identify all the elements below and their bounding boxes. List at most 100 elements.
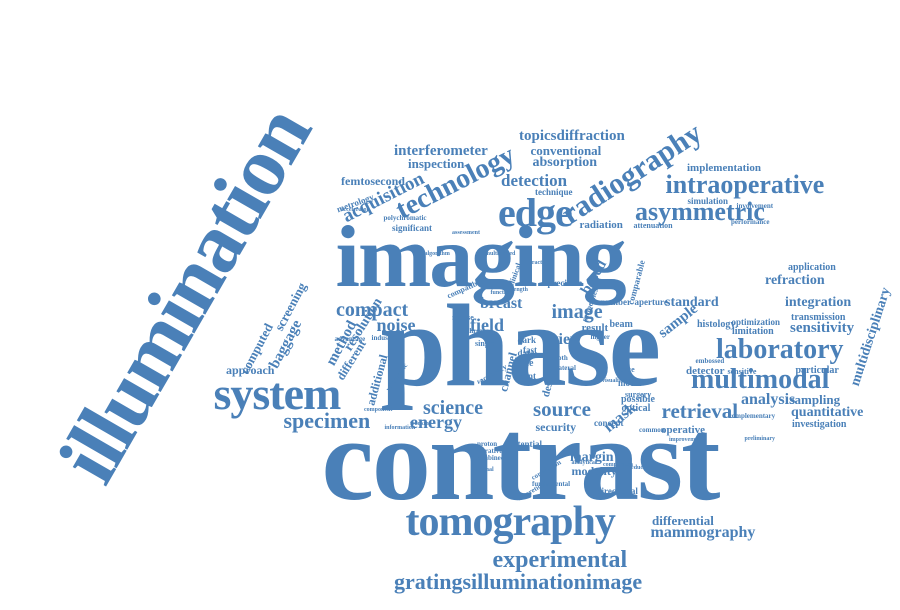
word-industrial: industrial: [371, 333, 401, 342]
word-science: science: [423, 397, 483, 419]
word-attenuation: attenuation: [633, 221, 673, 230]
word-significant: significant: [392, 222, 433, 233]
word-inspection: inspection: [408, 155, 465, 171]
word-system: system: [213, 368, 342, 419]
word-analytical: analytical: [571, 460, 597, 466]
word-aperture: aperture: [634, 296, 668, 307]
word-interferometer: interferometer: [394, 142, 488, 159]
word-technique: technique: [535, 186, 573, 197]
word-absorption: absorption: [532, 155, 598, 170]
word-integration: integration: [785, 295, 852, 310]
word-margin: margin: [570, 450, 614, 465]
word-retrieval: retrieval: [661, 398, 739, 423]
word-optical: optical: [621, 403, 651, 414]
word-application: application: [788, 262, 836, 273]
word-laboratory: laboratory: [716, 334, 844, 365]
word-dark: dark: [517, 334, 537, 345]
word-detector: detector: [686, 364, 725, 377]
word-advantage: advantage: [334, 334, 366, 343]
word-animal: animal: [476, 467, 494, 473]
word-edge: edge: [498, 190, 573, 235]
word-potential: potential: [508, 438, 543, 449]
word-quantitative: quantitative: [791, 405, 864, 420]
word-improvement: improvement: [669, 437, 704, 443]
word-single: single: [475, 339, 495, 348]
word-modality: modality: [571, 464, 617, 478]
word-mammography: mammography: [650, 524, 756, 541]
word-combined: combined: [475, 453, 505, 462]
word-result: result: [581, 321, 609, 334]
word-sampling: sampling: [789, 391, 841, 407]
word-iterative: iterative: [477, 446, 503, 455]
word-analysis: analysis: [741, 391, 796, 408]
word-sensitivity: sensitivity: [790, 319, 855, 336]
word-operative: operative: [661, 423, 705, 436]
word-information: information: [384, 425, 416, 431]
word-length: length: [512, 287, 529, 293]
word-embossed: embossed: [695, 356, 725, 365]
word-conventional: conventional: [530, 142, 602, 158]
word-possible: possible: [621, 394, 655, 405]
word-field: field: [470, 315, 504, 335]
word-implementation: implementation: [687, 161, 761, 174]
word-topicsdiffraction: topicsdiffraction: [519, 127, 625, 144]
word-fast: fast: [523, 344, 537, 355]
word-comparison: comparison: [603, 462, 633, 468]
word-source: source: [533, 396, 591, 421]
word-algorithm: algorithm: [424, 251, 450, 257]
word-experimental: experimental: [492, 547, 628, 573]
word-image: image: [551, 301, 603, 323]
word-detection: detection: [501, 170, 568, 190]
word-virtual: virtual: [477, 377, 498, 386]
word-beam: beam: [609, 319, 633, 330]
word-optimization: optimization: [731, 316, 781, 327]
word-security: security: [535, 420, 577, 434]
word-tissue: tissue: [615, 365, 635, 374]
word-fundamental: fundamental: [532, 479, 571, 488]
word-lateral: lateral: [556, 363, 576, 372]
word-preliminary: preliminary: [744, 436, 776, 442]
word-particular: particular: [795, 365, 839, 376]
word-illumination: illumination: [40, 91, 329, 498]
word-breast: breast: [480, 295, 523, 312]
word-function: function: [490, 290, 512, 296]
word-multiplexed: multiplexed: [485, 251, 516, 257]
word-view: view: [550, 331, 582, 348]
word-sensitive: sensitive: [727, 367, 757, 376]
word-investigation: investigation: [792, 419, 847, 430]
word-asymmetric: asymmetric: [635, 197, 765, 226]
word-threat: threat: [467, 326, 486, 335]
word-proton: proton: [477, 439, 498, 448]
word-performance: performance: [731, 217, 770, 226]
word-surgery: surgery: [625, 390, 652, 399]
word-contrast: contrast: [321, 394, 721, 525]
word-histology: histology: [697, 319, 736, 330]
word-imaging: imaging: [335, 209, 627, 306]
word-visualization: visualization: [602, 378, 635, 384]
word-model: model: [618, 377, 642, 388]
word-time: time: [514, 358, 534, 369]
word-standard: standard: [665, 295, 719, 310]
word-transmission: transmission: [791, 312, 846, 323]
word-approach: approach: [226, 363, 275, 377]
word-specimen: specimen: [283, 408, 371, 433]
word-component: component: [364, 407, 393, 413]
word-limitation: limitation: [732, 326, 774, 337]
word-polychromatic: polychromatic: [383, 213, 427, 222]
word-mouse: mouse: [452, 313, 474, 322]
word-concept: concept: [594, 417, 624, 428]
word-multimodal: multimodal: [691, 364, 830, 395]
word-involvement: involvement: [736, 201, 774, 210]
word-assessment: assessment: [452, 230, 480, 236]
word-radiation: radiation: [579, 218, 623, 231]
word-tomography: tomography: [405, 499, 616, 545]
word-refraction: refraction: [765, 273, 825, 288]
word-noise: noise: [376, 315, 416, 335]
word-gratingsilluminationimage: gratingsilluminationimage: [394, 569, 643, 594]
word-phase: phase: [380, 280, 662, 411]
word-reduction: reduction: [628, 465, 654, 471]
word-smooth: smooth: [546, 353, 568, 362]
word-point: point: [516, 370, 537, 381]
word-femtosecond: femtosecond: [341, 174, 405, 188]
